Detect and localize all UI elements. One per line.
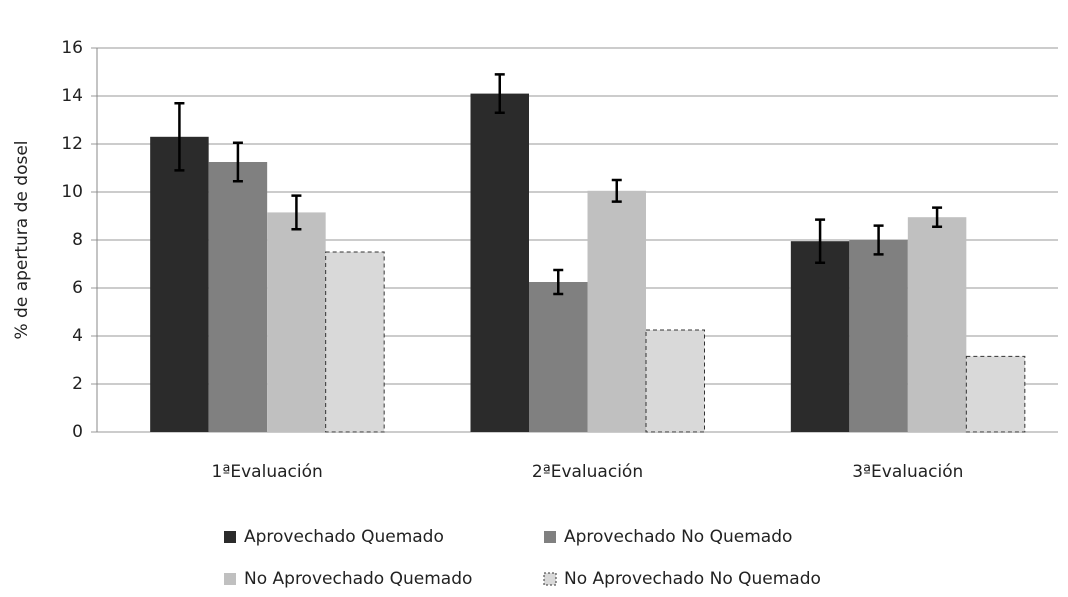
bar [150,136,209,433]
bar [470,93,529,432]
error-bar [174,101,185,172]
error-bar [611,178,622,203]
x-tick-label: 1ªEvaluación [212,462,323,482]
bar [208,162,268,432]
y-tick-label: 12 [61,134,83,154]
legend-swatch [544,531,556,543]
error-bar [494,73,505,115]
bar [587,190,646,432]
legend-label: No Aprovechado No Quemado [564,569,821,589]
bar [645,329,705,433]
bar [849,240,908,432]
legend-swatch [543,572,557,586]
y-tick-label: 6 [72,278,83,298]
error-bar [232,141,243,183]
error-bar [553,268,564,296]
y-tick-label: 8 [72,230,83,250]
y-tick-label: 14 [61,86,83,106]
error-bar [932,206,943,229]
y-tick-label: 4 [72,326,83,346]
x-tick-label: 2ªEvaluación [532,462,643,482]
bar [907,217,967,432]
legend-swatch [224,531,236,543]
bar [325,251,385,433]
bar [965,355,1026,433]
error-bar [873,224,884,256]
legend-label: No Aprovechado Quemado [244,569,472,589]
y-tick-label: 16 [61,38,83,58]
bar [790,241,850,432]
y-tick-label: 0 [72,422,83,442]
y-axis-label: % de apertura de dosel [12,140,32,339]
x-tick-label: 3ªEvaluación [852,462,963,482]
error-bar [815,218,826,265]
legend-label: Aprovechado No Quemado [564,527,792,547]
legend-label: Aprovechado Quemado [244,527,444,547]
error-bar [291,194,302,231]
y-tick-label: 2 [72,374,83,394]
bar [529,282,588,432]
legend-swatch [224,573,236,585]
y-tick-label: 10 [61,182,83,202]
bar [267,212,326,432]
